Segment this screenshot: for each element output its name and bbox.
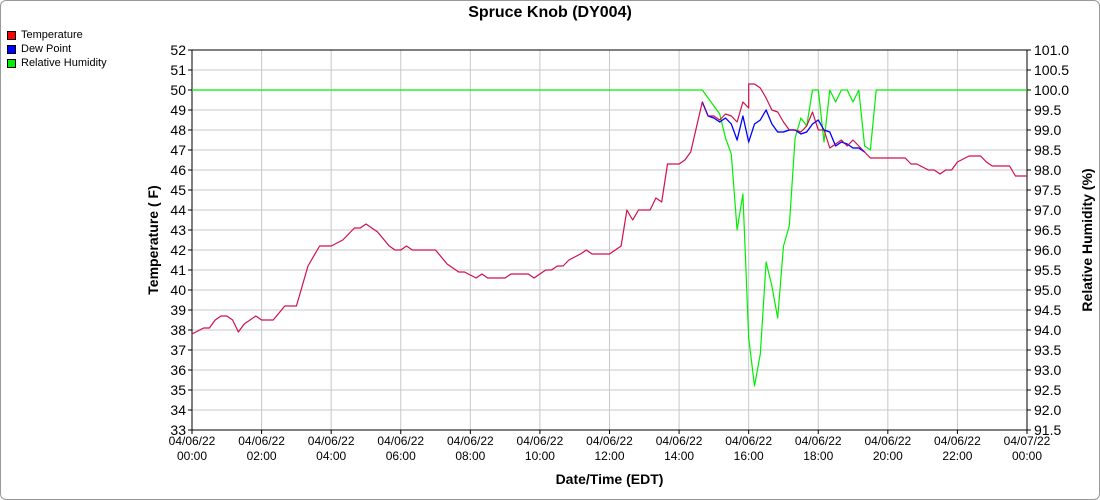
y2-tick-label: 97.0 (1034, 202, 1061, 218)
legend-item-temperature: Temperature (7, 28, 107, 42)
y-tick-label: 33 (170, 422, 186, 438)
x-tick-label-time: 14:00 (664, 449, 694, 463)
legend-label-dew-point: Dew Point (21, 43, 72, 55)
y2-tick-label: 92.5 (1034, 382, 1061, 398)
y-tick-label: 37 (170, 342, 186, 358)
y-tick-label: 42 (170, 242, 186, 258)
y2-tick-label: 97.5 (1034, 182, 1061, 198)
legend-item-relative-humidity: Relative Humidity (7, 56, 107, 70)
y2-tick-label: 96.5 (1034, 222, 1061, 238)
legend-swatch-dew-point (7, 44, 16, 54)
y2-tick-label: 100.5 (1034, 62, 1069, 78)
x-tick-label-date: 04/06/22 (586, 434, 633, 448)
x-tick-label-date: 04/06/22 (795, 434, 842, 448)
y2-tick-label: 99.5 (1034, 102, 1061, 118)
y2-axis-label: Relative Humidity (%) (1079, 168, 1095, 311)
x-tick-label-time: 20:00 (873, 449, 903, 463)
x-tick-label-date: 04/06/22 (238, 434, 285, 448)
y-tick-label: 34 (170, 402, 186, 418)
y-tick-label: 43 (170, 222, 186, 238)
x-tick-label-time: 00:00 (1012, 449, 1042, 463)
x-tick-label-date: 04/06/22 (656, 434, 703, 448)
y-tick-label: 48 (170, 122, 186, 138)
x-tick-label-time: 16:00 (734, 449, 764, 463)
y-tick-label: 51 (170, 62, 186, 78)
x-tick-label-time: 10:00 (525, 449, 555, 463)
x-tick-label-date: 04/06/22 (308, 434, 355, 448)
y2-tick-label: 100.0 (1034, 82, 1069, 98)
x-tick-label-time: 18:00 (803, 449, 833, 463)
series-line-temperature (191, 83, 1027, 335)
legend-item-dew-point: Dew Point (7, 42, 107, 56)
y2-tick-label: 92.0 (1034, 402, 1061, 418)
legend-label-temperature: Temperature (21, 29, 83, 41)
legend: Temperature Dew Point Relative Humidity (7, 28, 107, 70)
y-tick-label: 49 (170, 102, 186, 118)
legend-label-relative-humidity: Relative Humidity (21, 57, 107, 69)
y-tick-label: 36 (170, 362, 186, 378)
y2-tick-label: 98.0 (1034, 162, 1061, 178)
y2-tick-label: 91.5 (1034, 422, 1061, 438)
x-tick-label-time: 12:00 (594, 449, 624, 463)
y2-tick-label: 95.0 (1034, 282, 1061, 298)
y-tick-label: 46 (170, 162, 186, 178)
y2-tick-label: 101.0 (1034, 42, 1069, 58)
y-tick-label: 50 (170, 82, 186, 98)
y-tick-label: 52 (170, 42, 186, 58)
x-tick-label-time: 02:00 (247, 449, 277, 463)
y2-tick-label: 93.5 (1034, 342, 1061, 358)
x-tick-label-date: 04/06/22 (447, 434, 494, 448)
x-tick-label-date: 04/07/22 (1004, 434, 1051, 448)
series-line-relative-humidity (192, 89, 1027, 387)
chart-title: Spruce Knob (DY004) (468, 4, 632, 21)
y-tick-label: 35 (170, 382, 186, 398)
x-tick-label-date: 04/06/22 (517, 434, 564, 448)
y-tick-label: 45 (170, 182, 186, 198)
x-tick-label-date: 04/06/22 (377, 434, 424, 448)
y-tick-label: 44 (170, 202, 186, 218)
y2-tick-label: 93.0 (1034, 362, 1061, 378)
y-tick-label: 41 (170, 262, 186, 278)
x-tick-label-date: 04/06/22 (169, 434, 216, 448)
x-tick-label-date: 04/06/22 (864, 434, 911, 448)
y2-tick-label: 94.5 (1034, 302, 1061, 318)
y2-tick-label: 99.0 (1034, 122, 1061, 138)
legend-swatch-temperature (7, 30, 16, 40)
x-tick-label-time: 04:00 (316, 449, 346, 463)
x-tick-label-date: 04/06/22 (934, 434, 981, 448)
series-line-dew-point-overlay (701, 101, 865, 153)
y-tick-label: 39 (170, 302, 186, 318)
x-tick-label-time: 06:00 (386, 449, 416, 463)
y2-tick-label: 95.5 (1034, 262, 1061, 278)
y2-tick-label: 96.0 (1034, 242, 1061, 258)
x-tick-label-time: 08:00 (455, 449, 485, 463)
y-tick-label: 40 (170, 282, 186, 298)
x-tick-label-time: 00:00 (177, 449, 207, 463)
plot-area-border (191, 49, 1028, 431)
y-axis-label: Temperature ( F) (145, 185, 161, 294)
x-tick-label-date: 04/06/22 (725, 434, 772, 448)
x-tick-label-time: 22:00 (942, 449, 972, 463)
y2-tick-label: 94.0 (1034, 322, 1061, 338)
y-tick-label: 38 (170, 322, 186, 338)
x-axis-label: Date/Time (EDT) (556, 471, 664, 487)
legend-swatch-relative-humidity (7, 58, 16, 68)
y2-tick-label: 98.5 (1034, 142, 1061, 158)
y-tick-label: 47 (170, 142, 186, 158)
